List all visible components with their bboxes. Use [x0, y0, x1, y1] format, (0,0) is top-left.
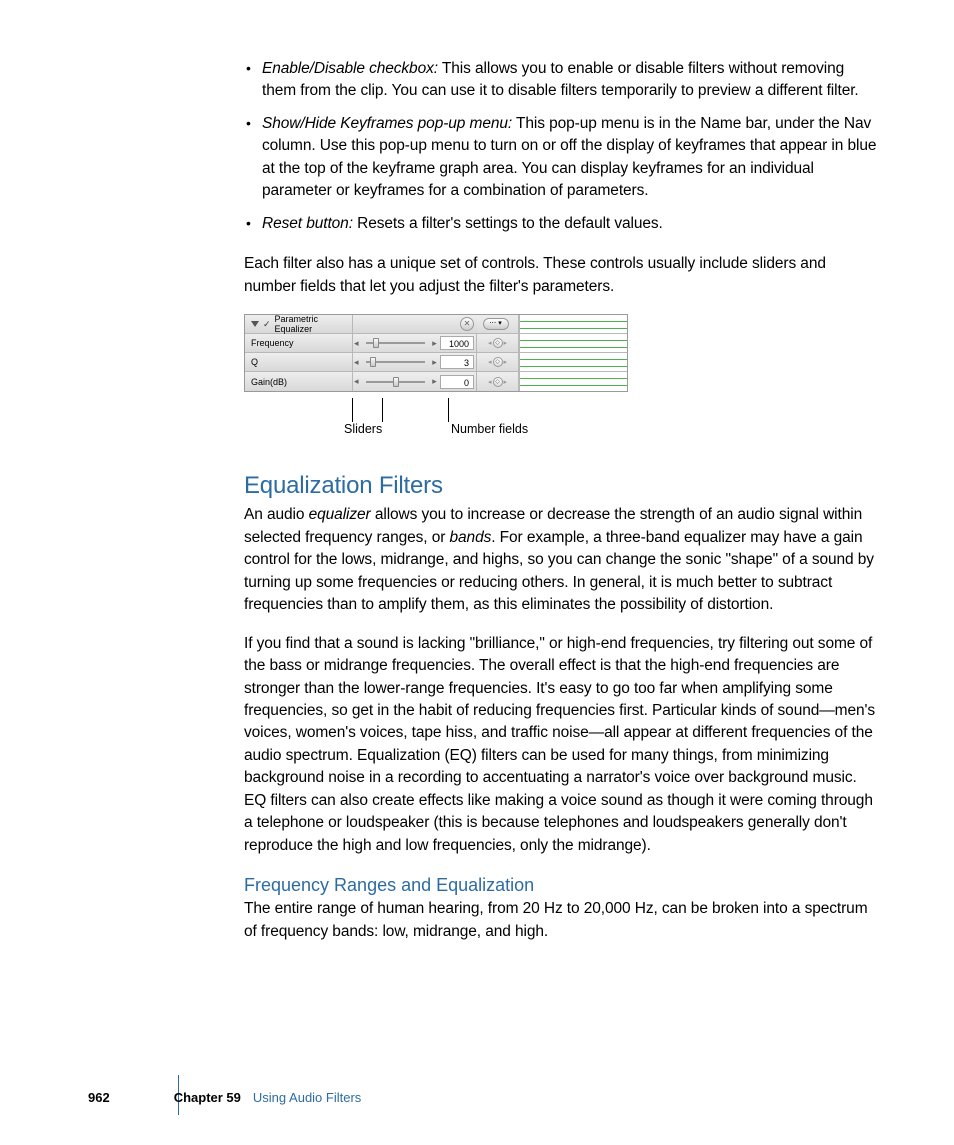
param-label: Frequency	[245, 334, 353, 352]
param-label: Gain(dB)	[245, 372, 353, 391]
add-keyframe-icon[interactable]: ◇	[493, 377, 503, 387]
enable-checkbox-icon[interactable]: ✓	[263, 319, 271, 330]
feature-bullet-list: Enable/Disable checkbox: This allows you…	[244, 58, 882, 235]
ui-annotations: Sliders Number fields	[244, 400, 628, 436]
number-fields-annotation: Number fields	[451, 422, 528, 436]
slider-cell: ◂ ▸ 1000	[353, 334, 477, 352]
italic-term: equalizer	[309, 506, 371, 523]
intro-paragraph: Each filter also has a unique set of con…	[244, 253, 882, 298]
prev-keyframe-icon[interactable]: ◂	[488, 358, 492, 366]
number-field[interactable]: 1000	[440, 336, 474, 350]
bullet-term: Enable/Disable checkbox:	[262, 60, 438, 77]
nudge-left-icon[interactable]: ◂	[353, 357, 360, 368]
parametric-equalizer-panel: ✓ Parametric Equalizer ✕ ⋯ ▾ Frequency ◂…	[244, 314, 628, 392]
number-field[interactable]: 0	[440, 375, 474, 389]
equalizer-para-2: If you find that a sound is lacking "bri…	[244, 633, 882, 858]
subsection-heading: Frequency Ranges and Equalization	[244, 875, 882, 896]
italic-term: bands	[450, 529, 492, 546]
callout-line	[382, 398, 383, 422]
bullet-term: Show/Hide Keyframes pop-up menu:	[262, 115, 512, 132]
disclosure-triangle-icon[interactable]	[251, 321, 259, 327]
reset-button-icon[interactable]: ✕	[460, 317, 474, 331]
add-keyframe-icon[interactable]: ◇	[493, 338, 503, 348]
eq-header-row: ✓ Parametric Equalizer ✕ ⋯ ▾	[245, 315, 627, 334]
slider-track[interactable]	[366, 342, 426, 344]
keyframe-nav: ◂ ◇ ▸	[477, 334, 519, 352]
page-number: 962	[88, 1090, 110, 1105]
eq-param-row: Frequency ◂ ▸ 1000 ◂ ◇ ▸	[245, 334, 627, 353]
slider-track[interactable]	[366, 361, 426, 363]
slider-cell: ◂ ▸ 3	[353, 353, 477, 371]
param-label: Q	[245, 353, 353, 371]
bullet-term: Reset button:	[262, 215, 353, 232]
nudge-right-icon[interactable]: ▸	[431, 338, 438, 349]
keyframe-nav: ◂ ◇ ▸	[477, 353, 519, 371]
eq-graph-header	[519, 315, 627, 333]
text-run: An audio	[244, 506, 309, 523]
nudge-right-icon[interactable]: ▸	[431, 376, 438, 387]
callout-line	[448, 398, 449, 422]
frequency-para: The entire range of human hearing, from …	[244, 898, 882, 943]
slider-thumb[interactable]	[370, 357, 376, 367]
eq-title-cell[interactable]: ✓ Parametric Equalizer	[245, 315, 353, 333]
next-keyframe-icon[interactable]: ▸	[504, 358, 508, 366]
next-keyframe-icon[interactable]: ▸	[504, 378, 508, 386]
slider-thumb[interactable]	[393, 377, 399, 387]
bullet-text: Resets a filter's settings to the defaul…	[353, 215, 663, 232]
number-field[interactable]: 3	[440, 355, 474, 369]
sliders-annotation: Sliders	[344, 422, 382, 436]
eq-header-controls: ✕	[353, 315, 477, 333]
eq-param-row: Q ◂ ▸ 3 ◂ ◇ ▸	[245, 353, 627, 372]
bullet-item: Show/Hide Keyframes pop-up menu: This po…	[244, 113, 882, 203]
filter-title: Parametric Equalizer	[275, 314, 352, 334]
eq-graph	[519, 334, 627, 352]
chapter-label: Chapter 59	[174, 1090, 241, 1105]
chapter-title: Using Audio Filters	[253, 1090, 361, 1105]
eq-graph	[519, 353, 627, 371]
slider-track[interactable]	[366, 381, 426, 383]
keyframe-popup-icon[interactable]: ⋯ ▾	[483, 318, 509, 330]
bullet-item: Enable/Disable checkbox: This allows you…	[244, 58, 882, 103]
next-keyframe-icon[interactable]: ▸	[504, 339, 508, 347]
page-footer: 962 Chapter 59 Using Audio Filters	[88, 1090, 882, 1105]
prev-keyframe-icon[interactable]: ◂	[488, 378, 492, 386]
callout-line	[352, 398, 353, 422]
nudge-right-icon[interactable]: ▸	[431, 357, 438, 368]
slider-cell: ◂ ▸ 0	[353, 372, 477, 391]
keyframe-nav: ◂ ◇ ▸	[477, 372, 519, 391]
keyframe-menu-cell: ⋯ ▾	[477, 315, 519, 333]
eq-graph	[519, 372, 627, 391]
eq-param-row: Gain(dB) ◂ ▸ 0 ◂ ◇ ▸	[245, 372, 627, 391]
add-keyframe-icon[interactable]: ◇	[493, 357, 503, 367]
prev-keyframe-icon[interactable]: ◂	[488, 339, 492, 347]
nudge-left-icon[interactable]: ◂	[353, 338, 360, 349]
equalizer-para-1: An audio equalizer allows you to increas…	[244, 504, 882, 616]
section-heading: Equalization Filters	[244, 472, 882, 500]
nudge-left-icon[interactable]: ◂	[353, 376, 360, 387]
slider-thumb[interactable]	[373, 338, 379, 348]
bullet-item: Reset button: Resets a filter's settings…	[244, 213, 882, 235]
